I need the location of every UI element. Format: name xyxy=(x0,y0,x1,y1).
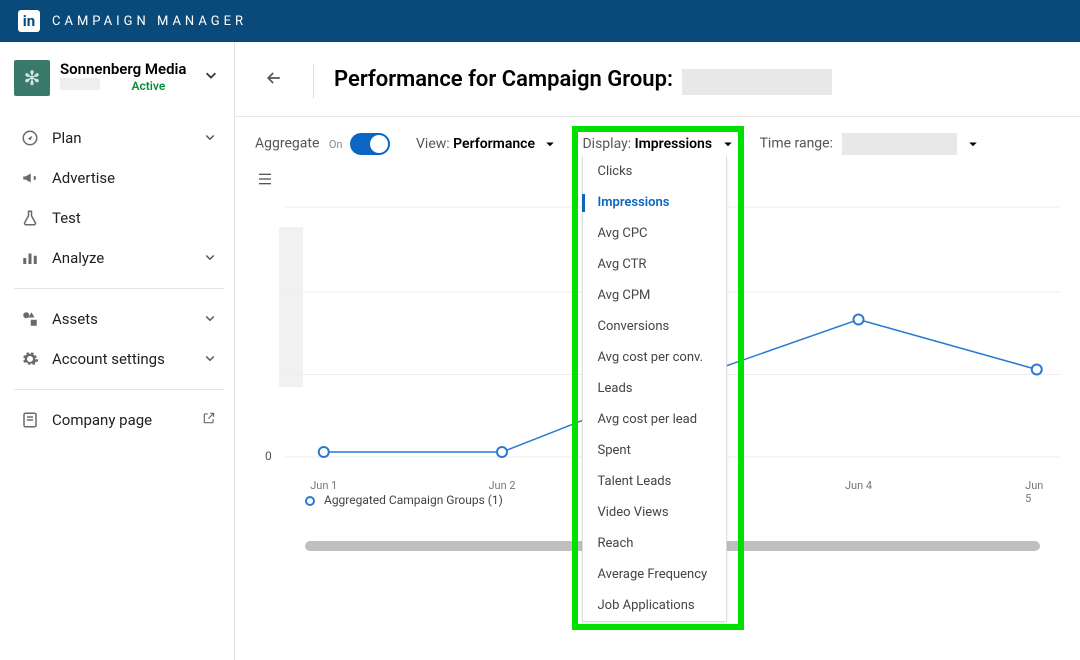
sidebar-item-analyze[interactable]: Analyze xyxy=(14,238,224,278)
account-name: Sonnenberg Media xyxy=(60,60,186,78)
x-axis-label: Jun 4 xyxy=(845,479,872,492)
view-label: View: xyxy=(416,136,450,152)
aggregate-label: Aggregate xyxy=(255,136,319,152)
display-dropdown-option[interactable]: Avg cost per lead xyxy=(583,404,726,435)
sidebar-item-label: Advertise xyxy=(52,169,115,187)
display-dropdown-option[interactable]: Average Frequency xyxy=(583,559,726,590)
display-label: Display: xyxy=(582,136,631,152)
display-dropdown-option[interactable]: Leads xyxy=(583,373,726,404)
sidebar-item-label: Plan xyxy=(52,129,82,147)
brand-title: CAMPAIGN MANAGER xyxy=(52,14,247,29)
x-axis-label: Jun 2 xyxy=(488,479,515,492)
sidebar: ✻ Sonnenberg Media Active Plan xyxy=(0,42,235,660)
sidebar-item-advertise[interactable]: Advertise xyxy=(14,158,224,198)
flask-icon xyxy=(20,209,40,227)
chevron-down-icon xyxy=(204,310,216,328)
account-avatar-icon: ✻ xyxy=(14,60,50,96)
view-dropdown[interactable]: View: Performance xyxy=(416,136,556,152)
linkedin-logo-icon: in xyxy=(18,10,40,32)
aggregate-toggle-group: Aggregate On xyxy=(255,133,390,155)
caret-down-icon xyxy=(722,136,734,152)
chevron-down-icon xyxy=(204,129,216,147)
display-dropdown-option[interactable]: Avg CTR xyxy=(583,249,726,280)
chart-menu-icon[interactable] xyxy=(255,171,275,191)
legend-marker-icon xyxy=(305,496,315,506)
display-dropdown-trigger[interactable]: Display: Impressions xyxy=(582,136,733,152)
redacted-block xyxy=(682,69,832,95)
redacted-block xyxy=(60,78,100,90)
divider xyxy=(313,64,314,98)
account-status-badge: Active xyxy=(131,79,165,93)
chevron-down-icon xyxy=(204,68,218,86)
display-value: Impressions xyxy=(635,136,712,152)
sidebar-item-label: Company page xyxy=(52,411,152,429)
legend-label: Aggregated Campaign Groups (1) xyxy=(324,493,503,507)
compass-icon xyxy=(20,129,40,147)
divider xyxy=(14,389,224,390)
view-value: Performance xyxy=(453,136,535,152)
display-dropdown-option[interactable]: Job Applications xyxy=(583,590,726,621)
gear-icon xyxy=(20,350,40,368)
bar-chart-icon xyxy=(20,249,40,267)
external-link-icon xyxy=(202,411,216,429)
shapes-icon xyxy=(20,310,40,328)
sidebar-item-plan[interactable]: Plan xyxy=(14,118,224,158)
redacted-block xyxy=(842,133,957,155)
divider xyxy=(14,288,224,289)
main-content: Performance for Campaign Group: Aggregat… xyxy=(235,42,1080,660)
sidebar-item-test[interactable]: Test xyxy=(14,198,224,238)
aggregate-state-text: On xyxy=(329,138,343,151)
top-bar: in CAMPAIGN MANAGER xyxy=(0,0,1080,42)
sidebar-item-label: Account settings xyxy=(52,350,165,368)
aggregate-toggle[interactable] xyxy=(350,133,390,155)
sidebar-item-label: Assets xyxy=(52,310,98,328)
x-axis-label: Jun 1 xyxy=(310,479,337,492)
display-dropdown-option[interactable]: Avg CPC xyxy=(583,218,726,249)
sidebar-item-company-page[interactable]: Company page xyxy=(14,400,224,440)
caret-down-icon xyxy=(544,136,556,152)
chevron-down-icon xyxy=(204,350,216,368)
x-axis-label: Jun 5 xyxy=(1025,479,1048,505)
display-dropdown-option[interactable]: Impressions xyxy=(583,187,726,218)
megaphone-icon xyxy=(20,169,40,187)
display-dropdown-option[interactable]: Video Views xyxy=(583,497,726,528)
display-dropdown-option[interactable]: Avg cost per conv. xyxy=(583,342,726,373)
page-title-text: Performance for Campaign Group: xyxy=(334,67,673,92)
account-switcher[interactable]: ✻ Sonnenberg Media Active xyxy=(14,60,224,96)
display-dropdown-option[interactable]: Reach xyxy=(583,528,726,559)
page-title: Performance for Campaign Group: xyxy=(334,67,832,95)
display-dropdown-option[interactable]: Clicks xyxy=(583,156,726,187)
sidebar-item-assets[interactable]: Assets xyxy=(14,299,224,339)
y-axis-zero-label: 0 xyxy=(265,449,272,463)
back-arrow-button[interactable] xyxy=(255,68,293,94)
sidebar-item-label: Test xyxy=(52,209,81,227)
caret-down-icon xyxy=(967,136,979,152)
sidebar-item-label: Analyze xyxy=(52,249,104,267)
time-range-dropdown[interactable]: Time range: xyxy=(760,133,979,155)
display-dropdown-panel: ClicksImpressionsAvg CPCAvg CTRAvg CPMCo… xyxy=(582,156,727,622)
display-dropdown-option[interactable]: Conversions xyxy=(583,311,726,342)
sidebar-item-account-settings[interactable]: Account settings xyxy=(14,339,224,379)
display-dropdown-option[interactable]: Avg CPM xyxy=(583,280,726,311)
page-icon xyxy=(20,411,40,429)
display-dropdown-option[interactable]: Spent xyxy=(583,435,726,466)
chevron-down-icon xyxy=(204,249,216,267)
time-range-label: Time range: xyxy=(760,136,833,152)
display-dropdown-option[interactable]: Talent Leads xyxy=(583,466,726,497)
